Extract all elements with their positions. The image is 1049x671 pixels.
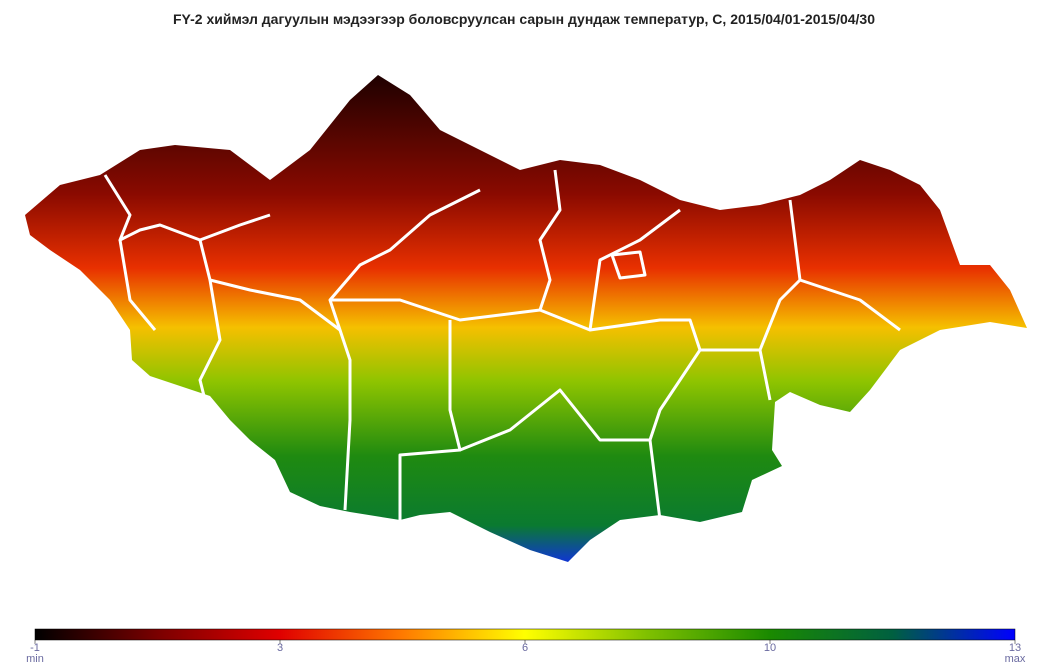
colorbar-tick-label: 10 xyxy=(764,642,776,654)
colorbar-min-label: min xyxy=(26,653,44,665)
colorbar-tick-label: -1 xyxy=(30,642,40,654)
country-raster xyxy=(25,75,1027,562)
colorbar-tick-label: 6 xyxy=(522,642,528,654)
colorbar-max-label: max xyxy=(1005,653,1026,665)
colorbar xyxy=(34,628,1016,641)
map-title: FY-2 хиймэл дагуулын мэдээгээр боловсруу… xyxy=(173,11,875,27)
colorbar-tick-label: 13 xyxy=(1009,642,1021,654)
colorbar-tick-label: 3 xyxy=(277,642,283,654)
province-borders xyxy=(103,169,901,521)
